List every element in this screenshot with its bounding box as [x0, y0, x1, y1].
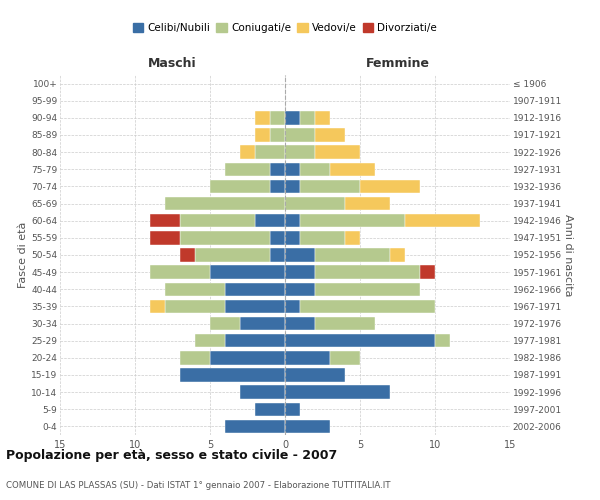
Y-axis label: Fasce di età: Fasce di età [18, 222, 28, 288]
Bar [285, 231, 300, 244]
Bar [315, 146, 360, 159]
Bar [225, 282, 285, 296]
Bar [285, 180, 300, 193]
Bar [165, 282, 225, 296]
Bar [255, 402, 285, 416]
Bar [240, 386, 285, 399]
Bar [165, 300, 225, 313]
Bar [285, 197, 345, 210]
Bar [285, 146, 315, 159]
Bar [270, 231, 285, 244]
Bar [285, 368, 345, 382]
Bar [210, 266, 285, 279]
Bar [285, 282, 315, 296]
Bar [285, 420, 330, 433]
Bar [180, 368, 285, 382]
Text: Maschi: Maschi [148, 57, 197, 70]
Bar [270, 248, 285, 262]
Legend: Celibi/Nubili, Coniugati/e, Vedovi/e, Divorziati/e: Celibi/Nubili, Coniugati/e, Vedovi/e, Di… [128, 19, 442, 38]
Bar [390, 248, 405, 262]
Bar [300, 214, 405, 228]
Bar [150, 300, 165, 313]
Bar [285, 162, 300, 176]
Bar [420, 266, 435, 279]
Bar [330, 351, 360, 364]
Bar [315, 111, 330, 124]
Bar [435, 334, 450, 347]
Bar [210, 180, 270, 193]
Bar [270, 162, 285, 176]
Bar [180, 231, 270, 244]
Bar [270, 111, 285, 124]
Bar [285, 317, 315, 330]
Bar [210, 351, 285, 364]
Bar [270, 128, 285, 141]
Bar [300, 180, 360, 193]
Bar [300, 111, 315, 124]
Bar [285, 248, 315, 262]
Bar [225, 300, 285, 313]
Bar [150, 214, 180, 228]
Y-axis label: Anni di nascita: Anni di nascita [563, 214, 573, 296]
Bar [360, 180, 420, 193]
Bar [180, 214, 255, 228]
Bar [315, 248, 390, 262]
Bar [195, 334, 225, 347]
Bar [150, 231, 180, 244]
Bar [300, 162, 330, 176]
Bar [315, 282, 420, 296]
Bar [255, 146, 285, 159]
Bar [225, 162, 270, 176]
Bar [180, 248, 195, 262]
Bar [315, 317, 375, 330]
Bar [315, 128, 345, 141]
Bar [285, 386, 390, 399]
Bar [285, 402, 300, 416]
Bar [405, 214, 480, 228]
Bar [345, 197, 390, 210]
Bar [150, 266, 210, 279]
Bar [240, 317, 285, 330]
Bar [270, 180, 285, 193]
Bar [255, 111, 270, 124]
Bar [165, 197, 285, 210]
Bar [240, 146, 255, 159]
Text: Popolazione per età, sesso e stato civile - 2007: Popolazione per età, sesso e stato civil… [6, 450, 337, 462]
Bar [330, 162, 375, 176]
Bar [285, 300, 300, 313]
Bar [255, 214, 285, 228]
Bar [300, 300, 435, 313]
Bar [255, 128, 270, 141]
Bar [225, 334, 285, 347]
Text: COMUNE DI LAS PLASSAS (SU) - Dati ISTAT 1° gennaio 2007 - Elaborazione TUTTITALI: COMUNE DI LAS PLASSAS (SU) - Dati ISTAT … [6, 481, 391, 490]
Bar [285, 334, 435, 347]
Bar [285, 351, 330, 364]
Bar [285, 128, 315, 141]
Bar [210, 317, 240, 330]
Bar [300, 231, 345, 244]
Bar [315, 266, 420, 279]
Bar [285, 266, 315, 279]
Bar [225, 420, 285, 433]
Bar [195, 248, 270, 262]
Text: Femmine: Femmine [365, 57, 430, 70]
Bar [345, 231, 360, 244]
Bar [285, 214, 300, 228]
Bar [180, 351, 210, 364]
Bar [285, 111, 300, 124]
